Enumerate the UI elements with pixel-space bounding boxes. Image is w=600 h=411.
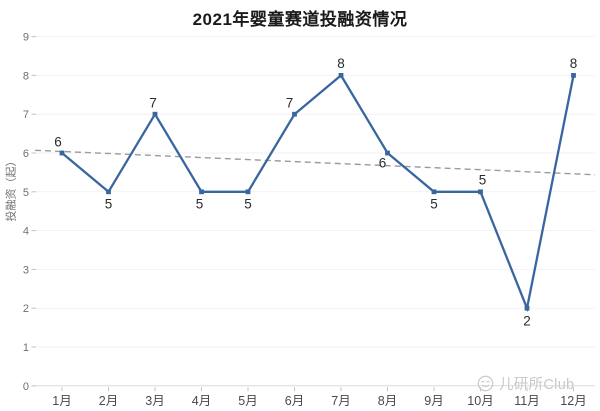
x-tick-label: 6月 [285,394,304,408]
y-tick-label: 8 [23,70,29,82]
x-tick-label: 4月 [192,394,211,408]
x-tick-label: 9月 [424,394,443,408]
data-point [245,189,251,195]
data-label: 6 [54,135,62,150]
data-label: 7 [149,96,157,111]
x-tick-label: 11月 [514,394,539,408]
watermark: 儿研所Club [476,373,574,393]
data-label: 7 [286,96,294,111]
data-label: 5 [196,196,204,211]
x-tick-label: 3月 [145,394,164,408]
data-label: 2 [523,314,531,329]
x-tick-label: 8月 [378,394,397,408]
y-tick-label: 0 [23,381,29,393]
y-tick-label: 9 [23,32,29,44]
data-label: 5 [105,196,113,211]
smiley-face-icon [477,375,494,391]
x-tick-label: 2月 [99,394,118,408]
data-label: 5 [479,172,487,187]
data-point [338,73,344,78]
data-point [524,305,530,311]
data-label: 5 [430,196,438,211]
x-tick-label: 10月 [467,394,493,408]
data-point [385,150,390,156]
data-point [478,189,483,195]
trend-line [34,149,596,176]
y-tick-label: 2 [23,303,29,315]
y-tick-label: 5 [23,187,29,199]
y-tick-label: 4 [23,226,29,238]
y-tick-label: 7 [23,109,29,121]
chart-title: 2021年婴童赛道投融资情况 [192,10,408,29]
data-label: 5 [244,196,252,211]
data-point [152,111,158,117]
data-label: 8 [570,56,578,71]
y-tick-label: 1 [23,342,29,354]
data-label: 6 [379,156,387,171]
x-tick-label: 7月 [331,394,350,408]
data-point [199,189,204,195]
y-tick-label: 6 [23,148,29,160]
data-point [59,150,65,156]
data-point [571,73,576,78]
data-point [106,189,111,195]
x-tick-label: 1月 [52,394,71,408]
x-tick-label: 12月 [560,394,586,408]
x-tick-label: 5月 [238,394,257,408]
data-point [431,189,437,195]
watermark-text: 儿研所Club [499,376,575,393]
y-tick-label: 3 [23,264,29,276]
data-point [292,111,297,117]
data-line [61,73,575,313]
data-label: 8 [337,56,345,71]
